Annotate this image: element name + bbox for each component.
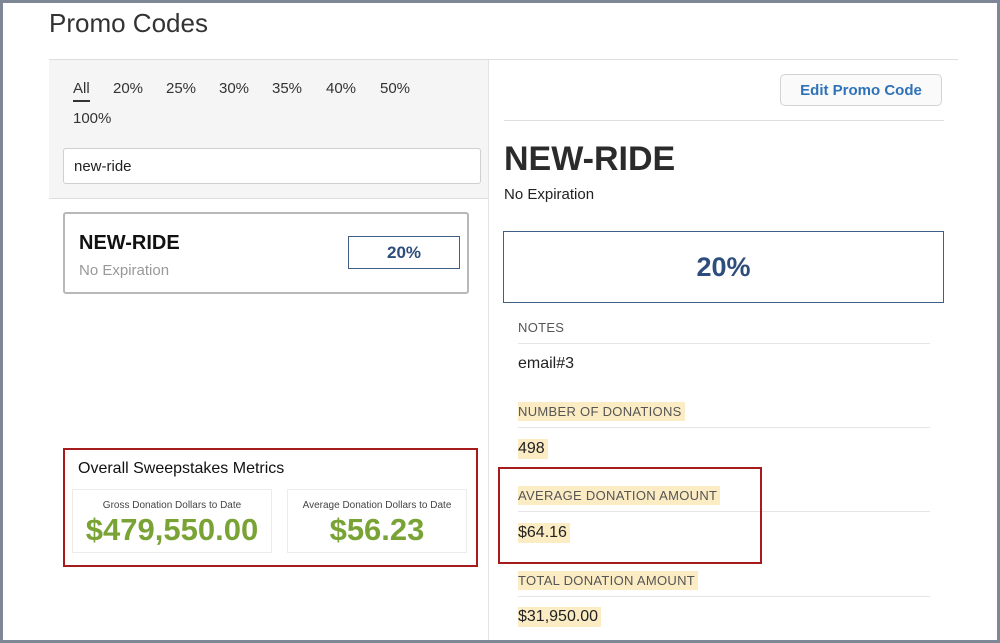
notes-label: NOTES xyxy=(518,320,565,335)
sweepstakes-metrics-box: Overall Sweepstakes Metrics Gross Donati… xyxy=(63,448,478,567)
detail-header-divider xyxy=(504,120,944,121)
page-title: Promo Codes xyxy=(49,8,208,38)
filter-tab-25[interactable]: 25% xyxy=(166,80,197,97)
filter-tab-50[interactable]: 50% xyxy=(380,80,411,97)
gross-donation-tile: Gross Donation Dollars to Date $479,550.… xyxy=(72,489,272,553)
average-donation-label: Average Donation Dollars to Date xyxy=(302,500,452,511)
filter-tab-35[interactable]: 35% xyxy=(272,80,303,97)
search-input[interactable] xyxy=(63,148,481,184)
total-donation-amount-label: TOTAL DONATION AMOUNT xyxy=(518,571,698,590)
edit-promo-code-button[interactable]: Edit Promo Code xyxy=(780,74,942,106)
average-donation-tile: Average Donation Dollars to Date $56.23 xyxy=(287,489,467,553)
average-donation-amount-value: $64.16 xyxy=(518,523,570,543)
average-donation-value: $56.23 xyxy=(329,512,425,547)
promo-card-expiration: No Expiration xyxy=(79,262,170,279)
total-donation-amount-value: $31,950.00 xyxy=(518,607,602,627)
title-divider xyxy=(49,59,958,60)
filter-tab-30[interactable]: 30% xyxy=(219,80,250,97)
filter-tab-40[interactable]: 40% xyxy=(326,80,357,97)
number-of-donations-value: 498 xyxy=(518,439,548,459)
notes-divider xyxy=(518,343,930,344)
filter-area: All 20% 25% 30% 35% 40% 50% 100% xyxy=(49,60,488,199)
metrics-title: Overall Sweepstakes Metrics xyxy=(78,460,285,477)
number-of-donations-label: NUMBER OF DONATIONS xyxy=(518,402,685,421)
detail-expiration: No Expiration xyxy=(504,186,595,203)
gross-donation-value: $479,550.00 xyxy=(85,512,259,547)
total-divider xyxy=(518,596,930,597)
detail-discount-badge: 20% xyxy=(503,231,944,303)
promo-card-new-ride[interactable]: NEW-RIDE No Expiration 20% xyxy=(63,212,469,294)
promo-card-code: NEW-RIDE xyxy=(79,232,180,254)
average-donation-amount-label: AVERAGE DONATION AMOUNT xyxy=(518,486,721,505)
detail-promo-code: NEW-RIDE xyxy=(504,140,676,178)
average-divider xyxy=(518,511,930,512)
donations-divider xyxy=(518,427,930,428)
notes-value: email#3 xyxy=(518,355,575,372)
filter-tab-20[interactable]: 20% xyxy=(113,80,144,97)
filter-tab-all[interactable]: All xyxy=(73,80,90,102)
promo-list-panel: All 20% 25% 30% 35% 40% 50% 100% NEW-RID… xyxy=(49,60,489,640)
promo-card-discount-badge: 20% xyxy=(348,236,460,269)
gross-donation-label: Gross Donation Dollars to Date xyxy=(102,500,242,511)
average-donation-annotation-box xyxy=(498,467,762,564)
filter-tab-100[interactable]: 100% xyxy=(73,110,112,127)
